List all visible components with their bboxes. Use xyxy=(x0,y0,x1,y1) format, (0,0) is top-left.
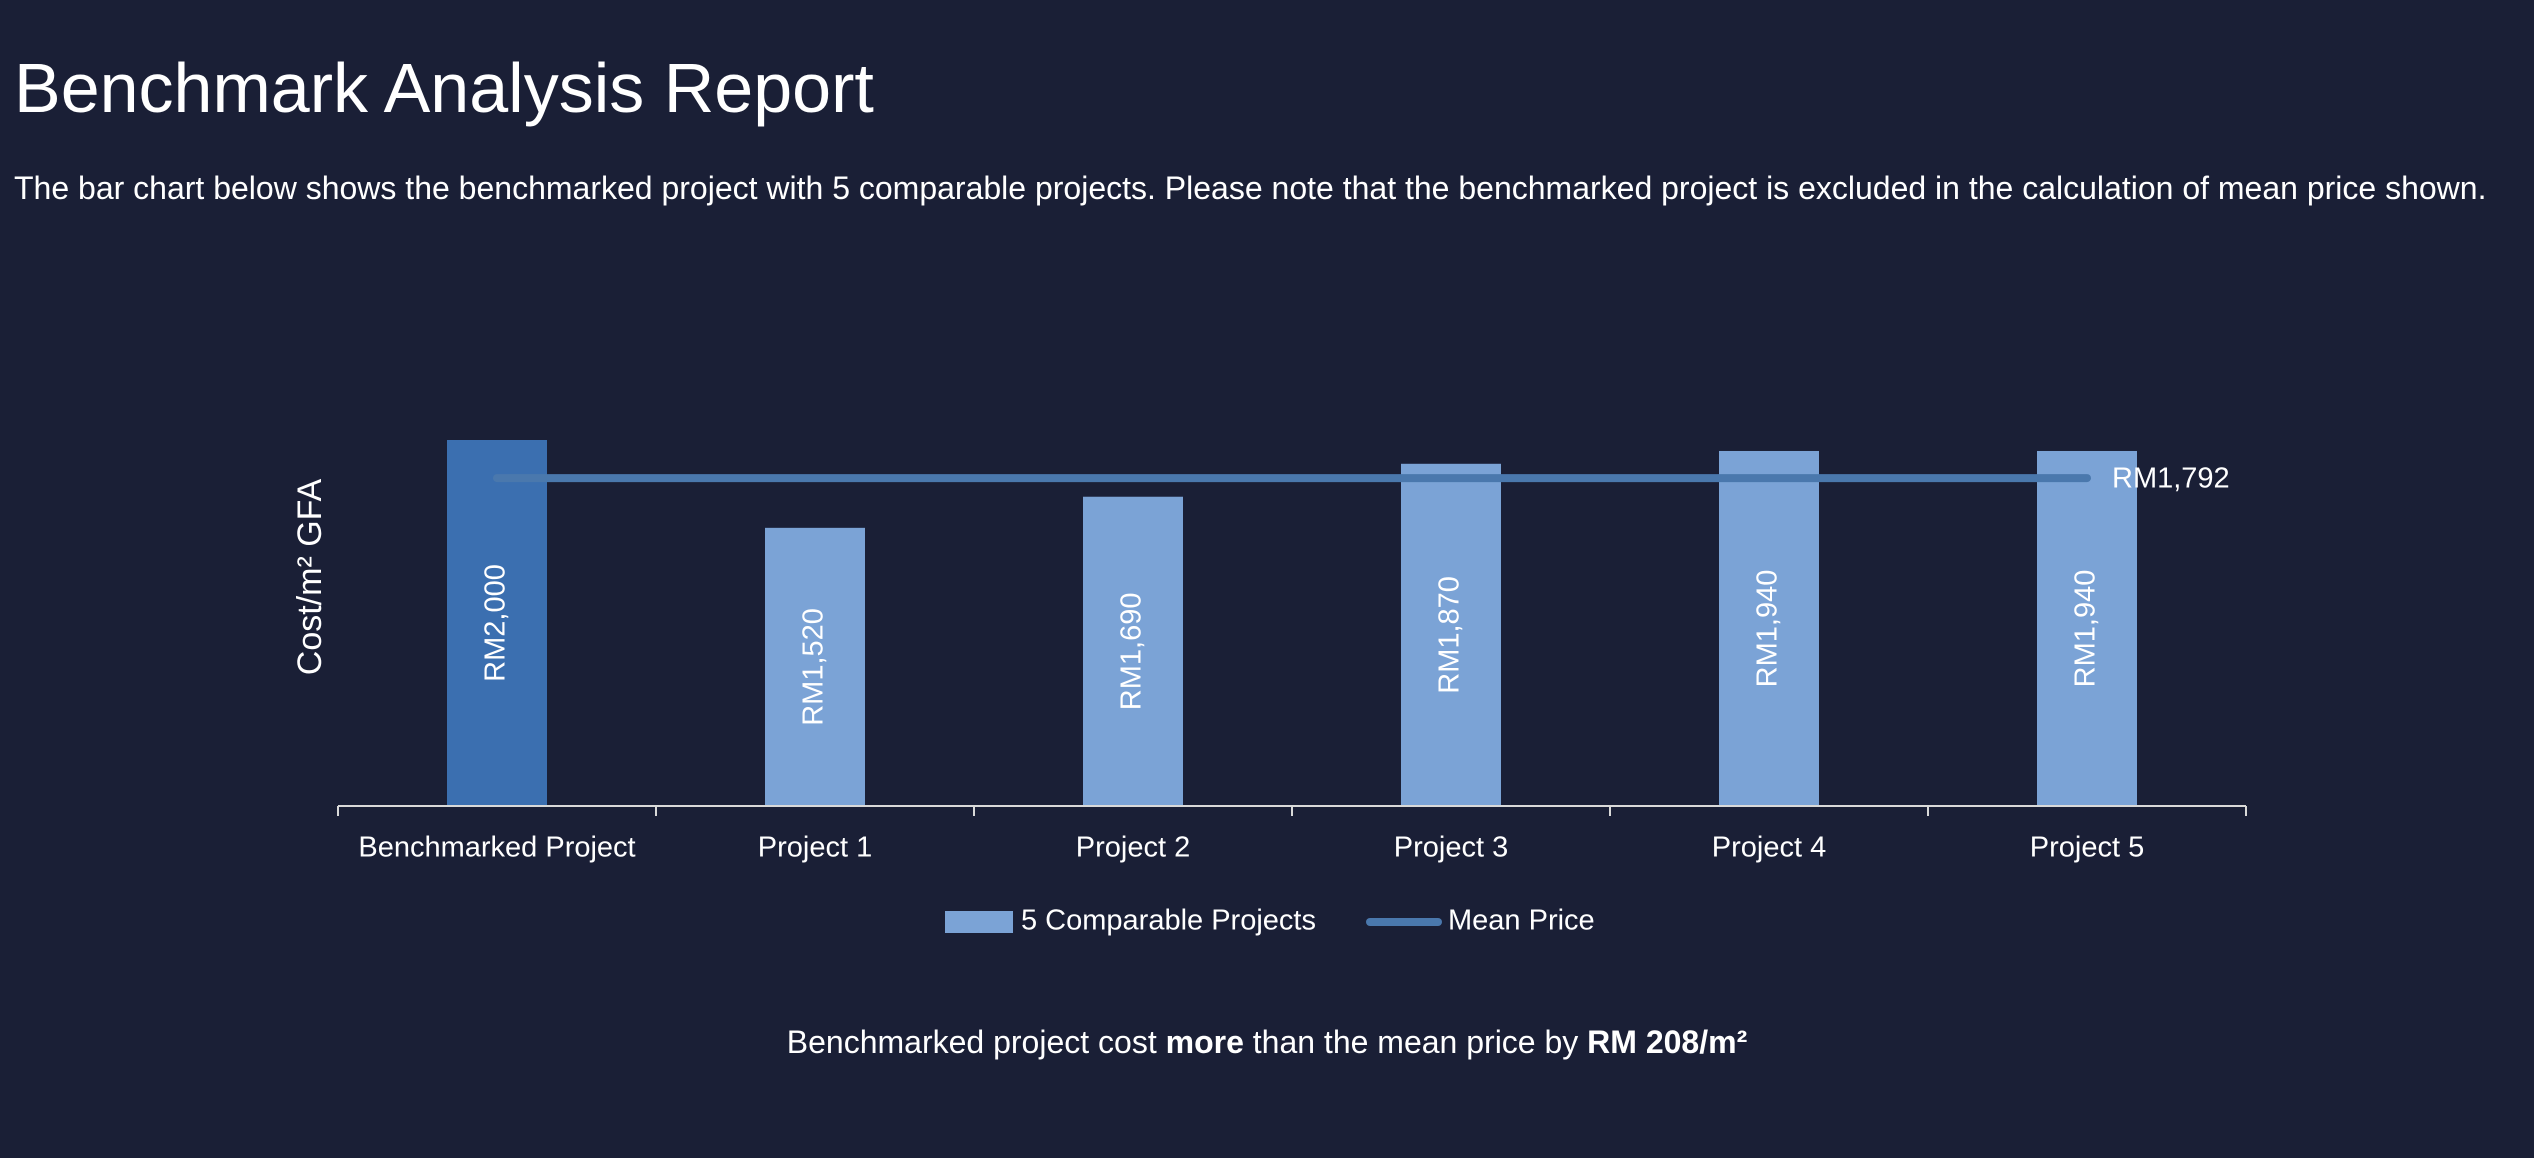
bar xyxy=(1083,496,1183,806)
value-label: RM1,520 xyxy=(798,608,830,726)
intro-text: The bar chart below shows the benchmarke… xyxy=(14,170,2487,206)
bar xyxy=(1401,463,1501,806)
value-label: RM1,690 xyxy=(1116,593,1148,711)
mean-label: RM1,792 xyxy=(2112,463,2230,495)
value-label: RM1,940 xyxy=(2070,570,2102,688)
value-label: RM1,940 xyxy=(1752,570,1784,688)
x-tick-label: Project 2 xyxy=(1076,832,1190,864)
legend-label: 5 Comparable Projects xyxy=(1021,905,1316,937)
x-tick-label: Project 4 xyxy=(1712,832,1826,864)
bar xyxy=(2037,450,2137,806)
y-axis-label: Cost/m² GFA xyxy=(291,478,329,675)
value-label: RM2,000 xyxy=(480,564,512,682)
bar xyxy=(765,527,865,806)
summary: Benchmarked project cost more than the m… xyxy=(787,1024,1747,1060)
value-label: RM1,870 xyxy=(1434,576,1466,694)
summary-emphasis: RM 208/m² xyxy=(1587,1024,1747,1060)
bar xyxy=(447,440,547,806)
x-tick-label: Project 1 xyxy=(758,832,872,864)
page-title: Benchmark Analysis Report xyxy=(14,49,874,127)
summary-text: than the mean price by xyxy=(1244,1024,1587,1060)
legend-swatch xyxy=(945,911,1013,933)
bar xyxy=(1719,450,1819,806)
x-tick-label: Benchmarked Project xyxy=(358,832,635,864)
summary-text: Benchmarked project cost xyxy=(787,1024,1166,1060)
summary-emphasis: more xyxy=(1166,1024,1244,1060)
legend-label: Mean Price xyxy=(1448,905,1595,937)
x-tick-label: Project 3 xyxy=(1394,832,1508,864)
x-tick-label: Project 5 xyxy=(2030,832,2144,864)
